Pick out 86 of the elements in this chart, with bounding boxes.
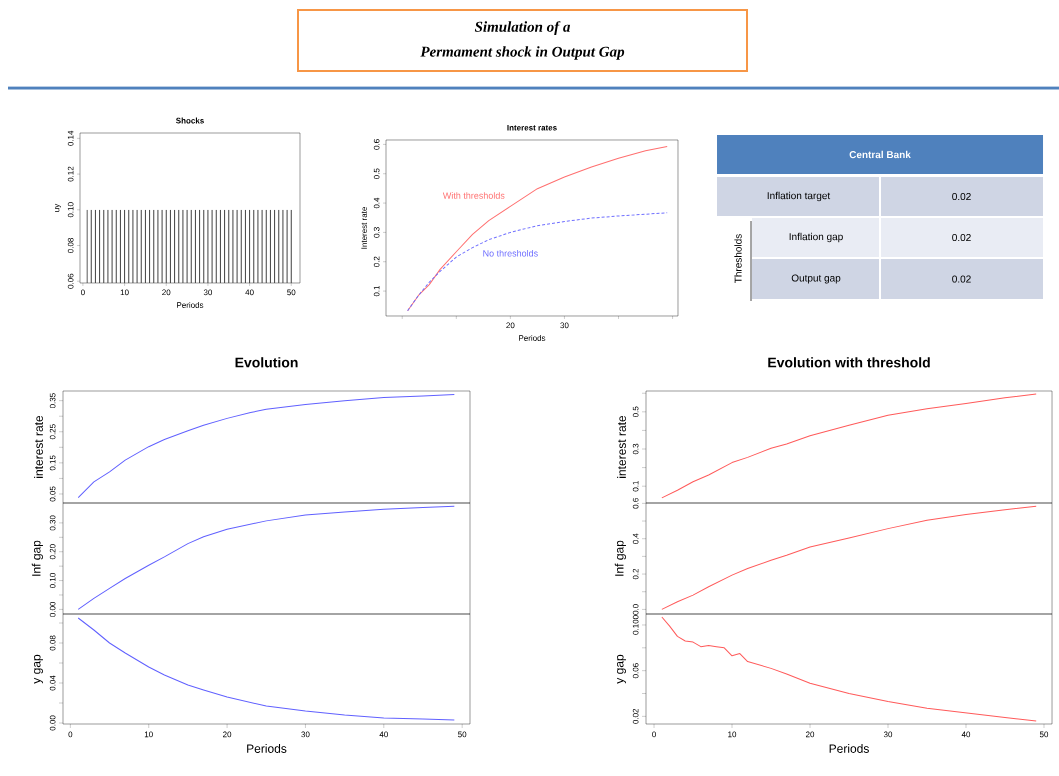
y-tick-label: 0.20 xyxy=(49,544,56,560)
y-axis-title: interest rate xyxy=(617,415,626,478)
text: Output gap xyxy=(791,274,841,284)
x-tick-label: 20 xyxy=(223,731,232,738)
y-tick-label: 0.6 xyxy=(373,139,380,150)
text: Permament shock in Output Gap xyxy=(420,46,625,60)
x-tick-label: 40 xyxy=(379,731,388,738)
x-tick-label: 30 xyxy=(560,322,569,329)
line-series xyxy=(77,505,455,610)
y-tick-label: 0.14 xyxy=(67,130,74,146)
series-label: With thresholds xyxy=(442,192,505,199)
y-tick-label: 0.05 xyxy=(49,486,56,502)
y-tick-label: 0.0 xyxy=(632,604,639,615)
y-tick-label: 0.02 xyxy=(632,708,639,724)
y-tick-label: 0.06 xyxy=(67,273,74,289)
y-tick-label: 0.25 xyxy=(49,424,56,440)
series-label: No thresholds xyxy=(483,249,538,257)
y-tick-label: 0.08 xyxy=(49,635,56,651)
x-tick-label: 40 xyxy=(245,289,254,296)
y-tick-label: 0.08 xyxy=(67,238,74,253)
x-tick-label: 20 xyxy=(162,289,171,296)
y-tick-label: 0.1 xyxy=(632,481,639,492)
text: Simulation of a xyxy=(474,21,571,35)
y-tick-label: 0.100 xyxy=(632,615,639,635)
y-tick-label: 0.10 xyxy=(67,202,74,218)
y-axis-title: Interest rate xyxy=(361,207,367,249)
y-tick-label: 0.35 xyxy=(49,393,56,409)
line-series xyxy=(77,617,455,721)
y-tick-label: 0.4 xyxy=(632,533,639,544)
x-tick-label: 40 xyxy=(961,731,971,738)
y-axis-title: y gap xyxy=(616,654,626,684)
y-tick-label: 0.5 xyxy=(632,406,639,418)
y-axis-title: Inf gap xyxy=(614,540,626,576)
chart-title: Interest rates xyxy=(507,124,557,131)
chart-title: Evolution xyxy=(235,357,298,368)
chart-title: Evolution with threshold xyxy=(768,357,930,368)
x-tick-label: 50 xyxy=(1039,731,1049,738)
y-tick-label: 0.2 xyxy=(373,256,380,267)
y-axis-title: interest rate xyxy=(34,415,43,478)
y-tick-label: 0.2 xyxy=(632,568,639,580)
y-axis-title: y gap xyxy=(33,654,43,684)
x-tick-label: 10 xyxy=(728,731,737,738)
y-tick-label: 0.00 xyxy=(49,601,56,617)
y-tick-label: 0.5 xyxy=(373,168,380,179)
y-tick-label: 0.04 xyxy=(49,675,56,691)
y-tick-label: 0.06 xyxy=(632,663,639,679)
line-series xyxy=(661,393,1037,499)
y-axis-title: uy xyxy=(55,203,61,212)
text: Thresholds xyxy=(734,234,742,284)
y-tick-label: 0.3 xyxy=(373,227,380,238)
x-tick-label: 0 xyxy=(68,731,73,738)
text: 0.02 xyxy=(952,192,971,201)
y-tick-label: 0.15 xyxy=(49,455,56,471)
y-tick-label: 0.30 xyxy=(49,515,56,531)
x-tick-label: 50 xyxy=(287,289,296,296)
text: 0.02 xyxy=(952,233,971,242)
text: Inflation target xyxy=(767,191,831,202)
x-tick-label: 10 xyxy=(144,731,153,738)
x-tick-label: 0 xyxy=(81,289,85,296)
y-tick-label: 0.10 xyxy=(49,573,56,589)
x-tick-label: 50 xyxy=(458,731,467,738)
line-series xyxy=(661,505,1037,610)
y-axis-title: Inf gap xyxy=(31,540,43,576)
x-tick-label: 0 xyxy=(652,731,656,738)
chart-title: Shocks xyxy=(176,117,204,124)
y-tick-label: 0.1 xyxy=(373,285,380,297)
x-tick-label: 30 xyxy=(203,289,213,296)
x-axis-title: Periods xyxy=(177,302,204,308)
x-tick-label: 30 xyxy=(883,731,893,738)
line-series xyxy=(77,393,455,499)
x-tick-label: 10 xyxy=(120,289,129,296)
line-series xyxy=(407,212,668,312)
text: Inflation gap xyxy=(789,232,843,243)
y-tick-label: 0.3 xyxy=(632,443,639,455)
x-tick-label: 20 xyxy=(506,322,515,329)
x-axis-title: Periods xyxy=(247,744,287,753)
text: Central Bank xyxy=(849,150,911,159)
x-axis-title: Periods xyxy=(829,744,869,753)
y-tick-label: 0.12 xyxy=(67,166,74,182)
x-tick-label: 30 xyxy=(301,731,310,738)
x-axis-title: Periods xyxy=(519,335,546,341)
x-tick-label: 20 xyxy=(805,731,815,738)
y-tick-label: 0.4 xyxy=(373,197,380,209)
text: 0.02 xyxy=(952,275,971,283)
y-tick-label: 0.6 xyxy=(632,498,639,509)
y-tick-label: 0.00 xyxy=(49,715,56,731)
